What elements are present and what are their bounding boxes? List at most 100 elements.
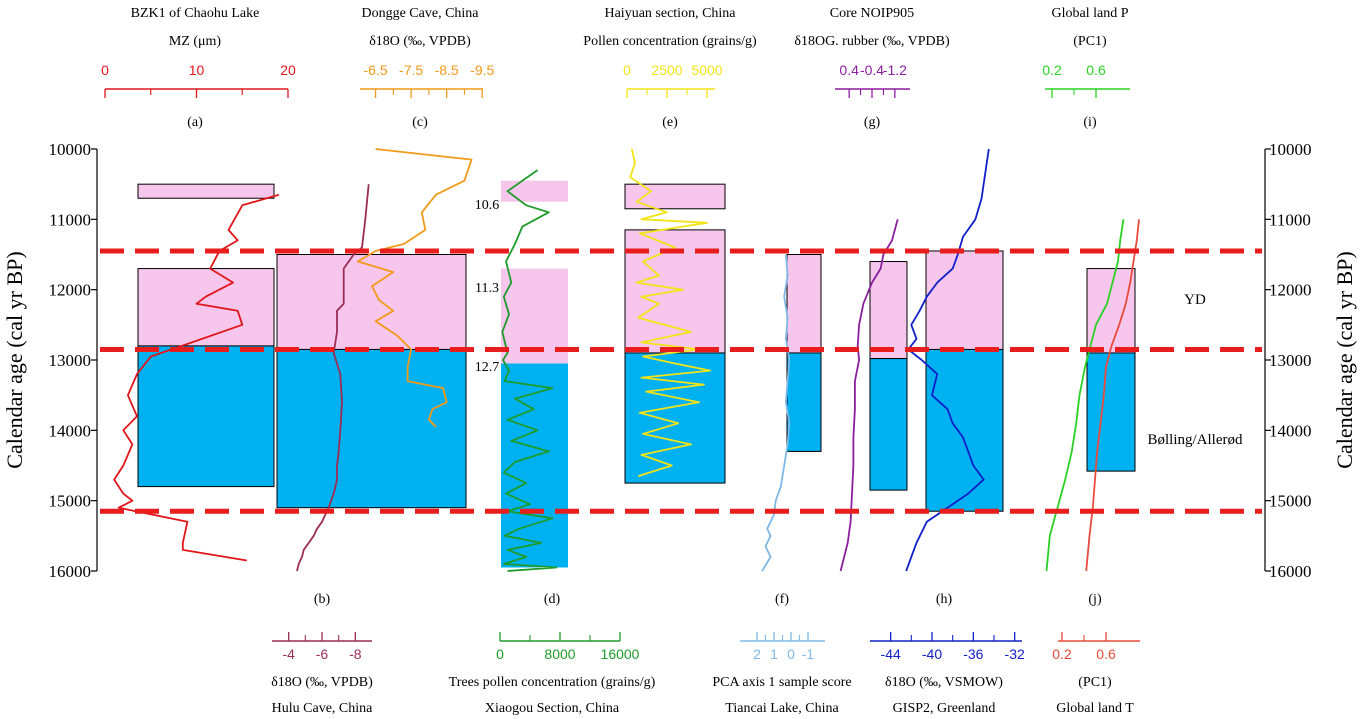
panel-title-g: Core NOIP905 [830, 6, 914, 21]
age-tick-label: 14000 [49, 421, 92, 440]
y-axis-title-left: Calendar age (cal yr BP) [2, 251, 27, 468]
labels: Calendar age (cal yr BP) Calendar age (c… [2, 198, 1357, 469]
age-tick-label: 12000 [49, 281, 92, 300]
event-label-ba: Bølling/Allerød [1148, 432, 1243, 448]
interval-box-bc-4 [276, 348, 467, 509]
interval-box-f-12 [786, 352, 822, 452]
age-tick-label: 13000 [49, 351, 92, 370]
panel-unit-e: Pollen concentration (grains/g) [583, 34, 757, 49]
panel-letter-c: (c) [412, 115, 428, 130]
panel-tick-label-h: -32 [1005, 646, 1025, 662]
panel-tick-label-h: -44 [881, 646, 901, 662]
curve-b [296, 184, 370, 572]
panel-unit-f: PCA axis 1 sample score [712, 675, 851, 690]
panel-letter-h: (h) [936, 592, 953, 607]
panel-tick-label-b: -8 [349, 646, 362, 662]
panel-tick-label-d: 8000 [544, 646, 575, 662]
panel-unit-j: (PC1) [1078, 675, 1112, 690]
age-tick-label: 15000 [49, 492, 92, 511]
curve-a [113, 193, 280, 562]
panel-unit-g: δ18OG. rubber (‰, VPDB) [794, 34, 950, 49]
panel-letter-e: (e) [662, 115, 678, 130]
panel-letter-a: (a) [187, 115, 203, 130]
interval-box-h-16 [925, 348, 1004, 512]
age-tick-label: 11000 [49, 210, 91, 229]
age-tick-label: 10000 [49, 140, 92, 159]
age-tick-label: 11000 [1269, 210, 1311, 229]
panel-tick-label-g: 0.4 [839, 62, 859, 78]
age-tick-label: 12000 [1269, 281, 1312, 300]
panel-tick-label-f: 0 [787, 646, 795, 662]
panel-tick-label-a: 0 [101, 62, 109, 78]
event-label-yd: YD [1184, 292, 1206, 308]
curve-g [839, 219, 899, 572]
panel-tick-label-c: -9.5 [470, 62, 494, 78]
panel-tick-label-a: 10 [189, 62, 205, 78]
interval-box-e-8 [624, 183, 726, 210]
panel-tick-label-c: -7.5 [399, 62, 423, 78]
panel-tick-label-c: -6.5 [363, 62, 387, 78]
curve-i [1045, 219, 1125, 572]
panel-tick-label-h: -40 [922, 646, 942, 662]
curve-h [905, 148, 990, 572]
panel-tick-label-b: -6 [316, 646, 329, 662]
panel-tick-label-h: -36 [963, 646, 983, 662]
interval-box-g-13 [869, 261, 908, 360]
panel-letter-f: (f) [775, 592, 789, 607]
panel-unit-c: δ18O (‰, VPDB) [369, 34, 471, 49]
interval-box-a-2 [137, 345, 275, 488]
curve-d [501, 169, 558, 572]
panel-letter-d: (d) [544, 592, 561, 607]
interval-box-d-5 [501, 180, 568, 202]
interval-box-a-1 [137, 268, 275, 347]
interval-label-10-6: 10.6 [475, 198, 500, 213]
panel-tick-label-a: 20 [280, 62, 296, 78]
boundary-lines [100, 248, 1262, 514]
panel-tick-label-f: 1 [770, 646, 778, 662]
panel-title-h: GISP2, Greenland [893, 701, 996, 716]
panel-tick-label-e: 2500 [651, 62, 682, 78]
panel-tick-label-d: 16000 [601, 646, 640, 662]
panel-tick-label-f: 2 [753, 646, 761, 662]
panel-title-f: Tiancai Lake, China [725, 701, 839, 716]
panel-unit-b: δ18O (‰, VPDB) [271, 675, 373, 690]
panel-tick-label-e: 0 [623, 62, 631, 78]
panel-tick-label-j: 0.2 [1052, 646, 1072, 662]
interval-label-11-3: 11.3 [475, 281, 499, 296]
panel-title-e: Haiyuan section, China [604, 6, 736, 21]
panel-unit-d: Trees pollen concentration (grains/g) [449, 675, 656, 690]
panel-title-b: Hulu Cave, China [272, 701, 373, 716]
curve-j [1085, 219, 1140, 572]
panel-unit-h: δ18O (‰, VSMOW) [885, 675, 1003, 690]
age-axes: 10000 11000 12000 13000 14000 15000 16000 10000… [49, 140, 1312, 581]
panel-tick-label-g: -0.4 [860, 62, 884, 78]
panel-tick-label-f: -1 [802, 646, 815, 662]
interval-label-12-7: 12.7 [475, 360, 500, 375]
panel-tick-label-d: 0 [496, 646, 504, 662]
proxy-curves [113, 148, 1140, 572]
curve-c [356, 148, 473, 428]
panel-title-d: Xiaogou Section, China [485, 701, 620, 716]
curve-e [629, 148, 712, 477]
age-tick-label: 15000 [1269, 492, 1312, 511]
panel-title-i: Global land P [1052, 6, 1129, 21]
panel-title-c: Dongge Cave, China [361, 6, 479, 21]
interval-box-bc-3 [276, 254, 467, 350]
interval-box-f-11 [786, 254, 822, 354]
age-tick-label: 14000 [1269, 421, 1312, 440]
age-tick-label: 16000 [1269, 562, 1312, 581]
y-axis-title-right: Calendar age (cal yr BP) [1332, 251, 1357, 468]
panel-title-j: Global land T [1056, 701, 1134, 716]
age-tick-label: 16000 [49, 562, 92, 581]
panel-letter-g: (g) [864, 115, 881, 130]
panel-tick-label-i: 0.6 [1086, 62, 1106, 78]
panel-tick-label-j: 0.6 [1096, 646, 1116, 662]
age-tick-label: 10000 [1269, 140, 1312, 159]
age-tick-label: 13000 [1269, 351, 1312, 370]
panel-letter-j: (j) [1088, 592, 1102, 607]
interval-box-h-15 [925, 250, 1004, 350]
panel-title-a: BZK1 of Chaohu Lake [131, 6, 260, 21]
panel-letter-i: (i) [1083, 115, 1097, 130]
interval-box-ij-18 [1086, 352, 1136, 472]
